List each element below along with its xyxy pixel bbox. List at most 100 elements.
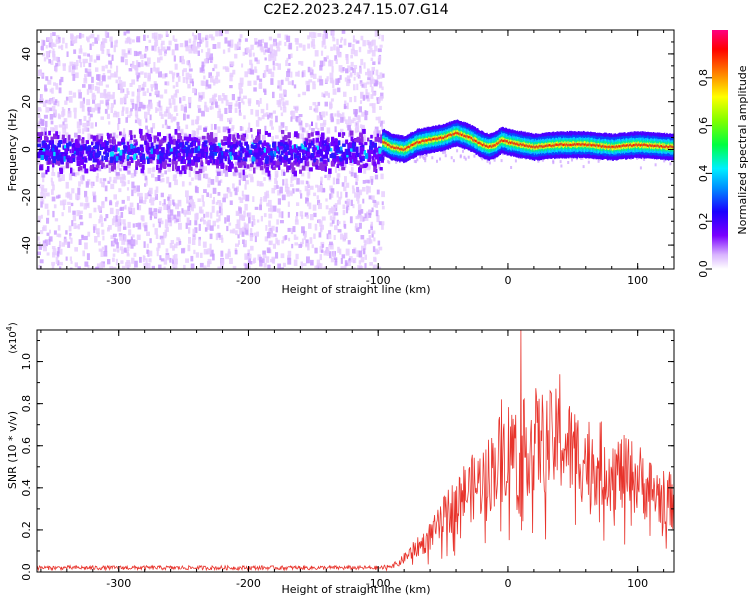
spectrogram-cell xyxy=(188,227,191,234)
spectrogram-cell xyxy=(130,101,134,105)
spectrogram-cell xyxy=(378,116,381,124)
spectrogram-cell xyxy=(256,100,260,105)
spectrogram-cell xyxy=(133,134,136,139)
spectrogram-cell xyxy=(288,62,291,66)
spectrogram-cell xyxy=(130,98,135,103)
spectrogram-cell xyxy=(37,152,41,159)
spectrogram-cell xyxy=(287,81,292,85)
spectrogram-cell xyxy=(131,257,135,264)
spectrogram-cell xyxy=(263,177,266,181)
spectrogram-cell xyxy=(281,240,285,244)
spectrogram-cell xyxy=(84,190,88,198)
spectrogram-cell xyxy=(273,50,278,57)
spectrogram-cell xyxy=(144,222,148,226)
spectrogram-cell xyxy=(67,147,70,151)
spectrogram-cell xyxy=(202,141,206,147)
spectrogram-cell xyxy=(112,257,115,262)
spectrogram-cell xyxy=(185,152,188,158)
spectrogram-cell xyxy=(356,115,360,120)
spectrogram-cell xyxy=(144,175,148,181)
spectrogram-cell xyxy=(144,72,147,78)
spectrogram-cell xyxy=(329,215,332,221)
spectrogram-cell xyxy=(305,239,309,247)
spectrogram-cell xyxy=(41,184,45,192)
spectrogram-cell xyxy=(301,71,304,78)
spectrogram-cell xyxy=(361,245,365,251)
spectrogram-cell xyxy=(377,130,381,137)
spectrogram-cell xyxy=(88,35,91,39)
spectrogram-cell xyxy=(39,135,42,140)
spectrogram-cell xyxy=(367,179,371,184)
spectrogram-cell xyxy=(104,145,109,152)
spectrogram-cell xyxy=(48,236,53,242)
spectrogram-cell xyxy=(154,140,158,145)
spectrogram-cell xyxy=(302,91,306,96)
spectrogram-cell xyxy=(299,169,302,174)
spectrogram-cell xyxy=(186,210,189,215)
spectrogram-cell xyxy=(314,247,318,254)
spectrogram-cell xyxy=(67,201,71,205)
spectrogram-cell xyxy=(75,225,79,229)
spectrogram-cell xyxy=(92,42,95,47)
spectrogram-cell xyxy=(90,33,95,39)
spectrogram-cell xyxy=(139,192,143,200)
spectrogram-cell xyxy=(291,80,294,86)
spectrogram-cell xyxy=(271,126,274,130)
spectrogram-cell xyxy=(295,236,299,240)
spectrogram-cell xyxy=(126,114,131,118)
spectrogram-cell xyxy=(335,59,338,64)
spectrogram-cell xyxy=(49,107,53,112)
spectrogram-cell xyxy=(338,196,342,200)
spectrogram-cell xyxy=(374,126,379,134)
spectrogram-cell xyxy=(332,154,337,160)
spectrogram-cell xyxy=(310,31,315,39)
spectrogram-cell xyxy=(334,138,338,142)
spectrogram-cell xyxy=(50,43,55,48)
spectrogram-cell xyxy=(213,197,215,204)
spectrogram-cell xyxy=(235,243,239,247)
spectrogram-cell xyxy=(334,113,337,117)
spectrogram-cell xyxy=(374,45,378,52)
spectrogram-cell xyxy=(361,111,365,117)
spectrogram-cell xyxy=(235,230,238,236)
spectrogram-cell xyxy=(238,172,242,178)
spectrogram-cell xyxy=(81,139,85,144)
spectrogram-cell xyxy=(126,187,130,191)
spectrogram-cell xyxy=(306,256,310,264)
spectrogram-cell xyxy=(250,145,254,149)
spectrogram-cell xyxy=(153,212,156,217)
spectrogram-cell xyxy=(82,84,86,88)
spectrogram-cell xyxy=(57,100,60,107)
spectrogram-cell xyxy=(49,38,53,44)
spectrogram-cell xyxy=(137,205,142,211)
spectrogram-cell xyxy=(288,237,291,242)
spectrogram-cell xyxy=(313,60,316,67)
spectrogram-cell xyxy=(329,222,333,227)
spectrogram-cell xyxy=(344,260,348,267)
spectrogram-cell xyxy=(264,125,267,132)
spectrogram-cell xyxy=(239,91,242,99)
spectrogram-cell xyxy=(362,95,366,101)
spectrogram-cell xyxy=(366,81,370,85)
spectrogram-cell xyxy=(268,228,271,234)
spectrogram-cell xyxy=(240,142,243,148)
spectrogram-cell xyxy=(234,107,238,113)
spectrogram-cell xyxy=(191,119,195,126)
spectrogram-cell xyxy=(306,215,309,219)
spectrogram-cell xyxy=(241,126,244,131)
spectrogram-cell xyxy=(305,123,309,127)
spectrogram-cell xyxy=(350,61,354,67)
spectrogram-cell xyxy=(164,224,169,229)
spectrogram-cell xyxy=(99,100,104,104)
spectrogram-cell xyxy=(136,101,139,108)
spectrogram-cell xyxy=(87,68,92,72)
spectrogram-cell xyxy=(328,59,331,63)
spectrogram-cell xyxy=(328,211,331,215)
spectrogram-cell xyxy=(315,159,319,165)
spectrogram-cell xyxy=(176,89,179,94)
spectrogram-cell xyxy=(248,253,252,259)
spectrogram-cell xyxy=(42,192,46,199)
spectrogram-cell xyxy=(171,159,175,165)
spectrogram-cell xyxy=(91,107,96,113)
spectrogram-cell xyxy=(78,239,82,245)
